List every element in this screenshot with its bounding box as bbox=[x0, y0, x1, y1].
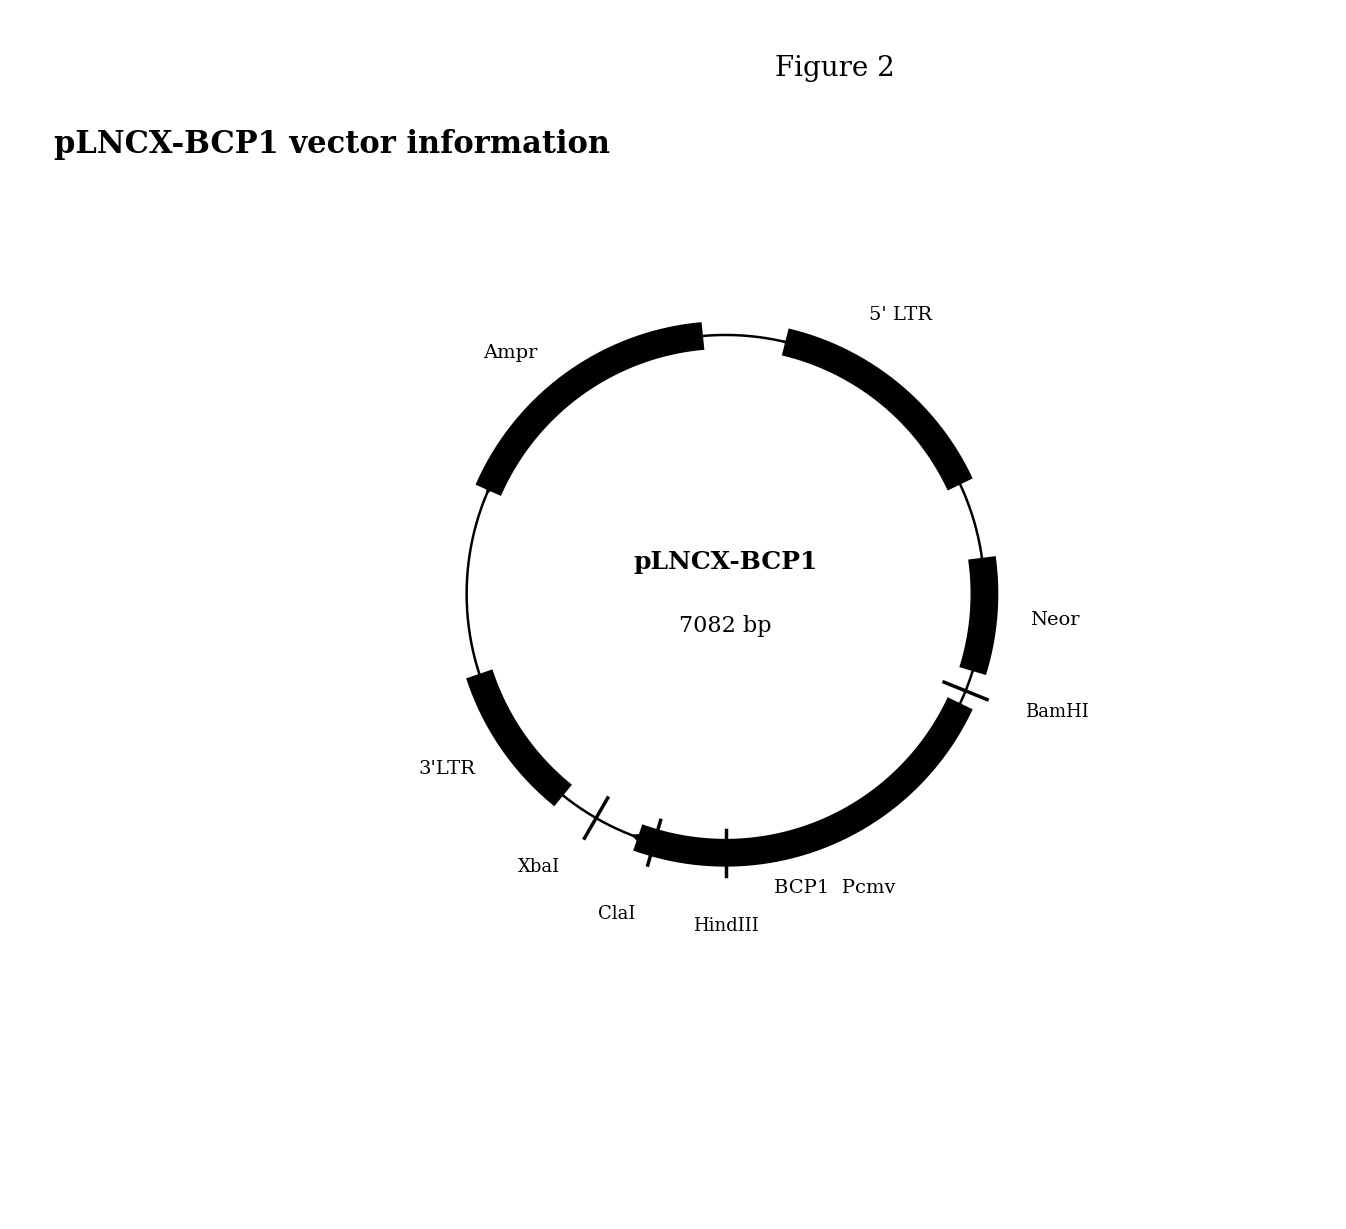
Text: Ampr: Ampr bbox=[483, 344, 537, 363]
Text: Figure 2: Figure 2 bbox=[775, 55, 894, 82]
Text: ClaI: ClaI bbox=[598, 905, 635, 923]
Text: BamHI: BamHI bbox=[1026, 703, 1089, 721]
Text: BCP1  Pcmv: BCP1 Pcmv bbox=[774, 879, 896, 897]
Text: Neor: Neor bbox=[1030, 612, 1079, 629]
Text: HindIII: HindIII bbox=[693, 917, 758, 935]
Text: 5' LTR: 5' LTR bbox=[870, 306, 931, 324]
Text: 7082 bp: 7082 bp bbox=[680, 614, 771, 637]
Text: pLNCX-BCP1 vector information: pLNCX-BCP1 vector information bbox=[54, 129, 610, 160]
Text: 3'LTR: 3'LTR bbox=[419, 760, 475, 778]
Text: XbaI: XbaI bbox=[518, 858, 560, 876]
Text: pLNCX-BCP1: pLNCX-BCP1 bbox=[634, 549, 818, 574]
